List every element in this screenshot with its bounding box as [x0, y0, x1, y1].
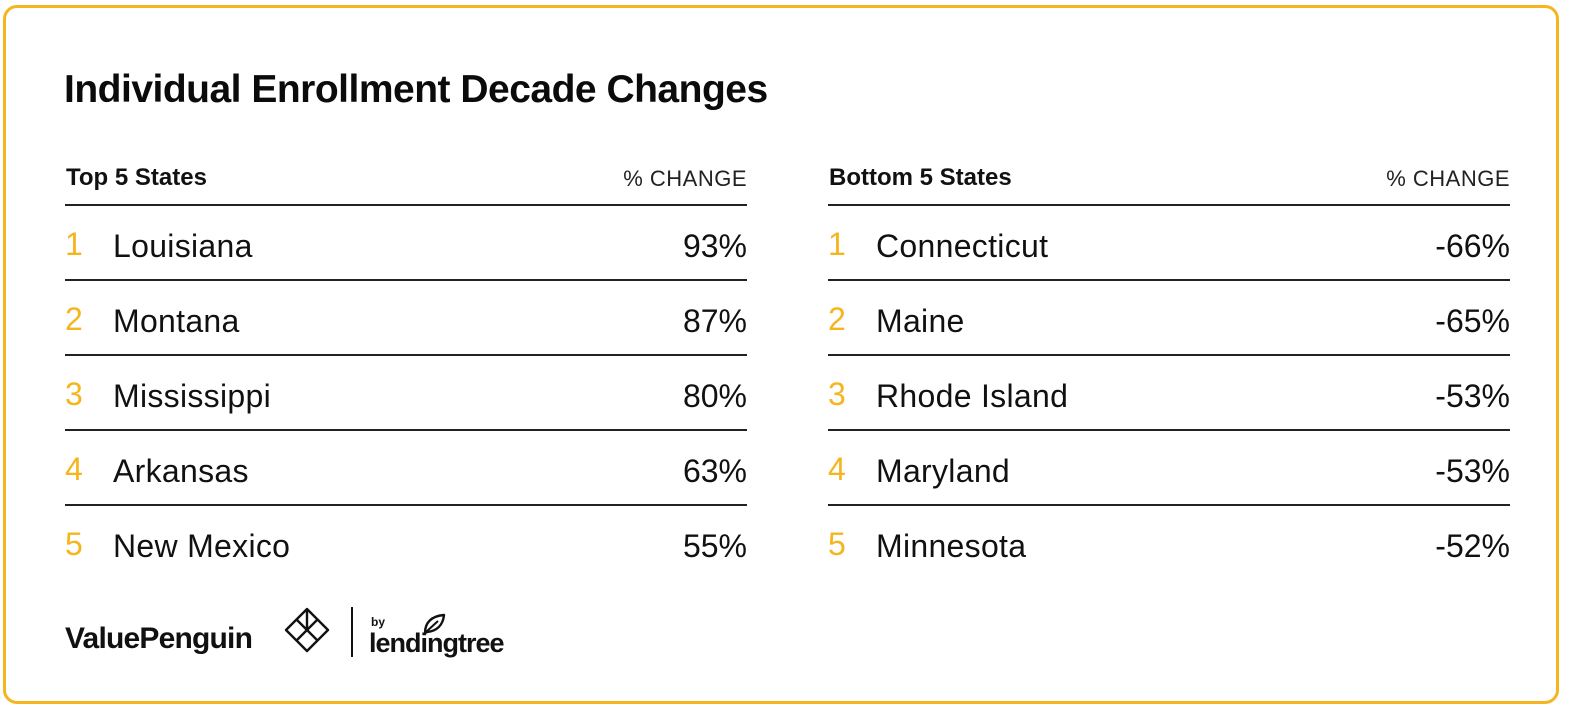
rank-number: 1 — [828, 226, 846, 262]
column-header-change: % CHANGE — [623, 166, 747, 191]
lendingtree-logo-text: lendingtree — [369, 628, 505, 658]
rank-number: 3 — [828, 376, 846, 412]
state-name: Maryland — [876, 453, 1011, 489]
table-row: 4 Maryland -53% — [828, 431, 1510, 506]
table-row: 2 Maine -65% — [828, 281, 1510, 356]
leaf-icon — [423, 613, 446, 635]
rank-number: 2 — [828, 301, 846, 337]
by-label: by — [371, 615, 386, 629]
table-title: Top 5 States — [66, 164, 207, 191]
state-name: New Mexico — [113, 528, 291, 564]
percent-change: 93% — [682, 228, 747, 264]
state-name: Minnesota — [876, 528, 1027, 564]
state-name: Louisiana — [113, 228, 253, 264]
state-name: Mississippi — [113, 378, 271, 414]
rank-number: 4 — [828, 451, 846, 487]
table-row: 5 New Mexico 55% — [65, 506, 747, 579]
percent-change: -65% — [1435, 303, 1510, 339]
table-row: 1 Louisiana 93% — [65, 206, 747, 281]
percent-change: -52% — [1435, 528, 1510, 564]
bottom-states-table: Bottom 5 States % CHANGE 1 Connecticut -66… — [828, 158, 1510, 579]
table-header: Bottom 5 States % CHANGE — [828, 158, 1510, 206]
top-states-table: Top 5 States % CHANGE 1 Louisiana 93% 2 Mont… — [65, 158, 747, 579]
percent-change: -66% — [1435, 228, 1510, 264]
table-title: Bottom 5 States — [829, 164, 1012, 191]
percent-change: 87% — [682, 303, 747, 339]
state-name: Rhode Island — [876, 378, 1069, 414]
table-header: Top 5 States % CHANGE — [65, 158, 747, 206]
infographic-card: Individual Enrollment Decade Changes Top… — [3, 5, 1559, 704]
state-name: Arkansas — [113, 453, 249, 489]
table-row: 1 Connecticut -66% — [828, 206, 1510, 281]
rank-number: 4 — [65, 451, 83, 487]
rank-number: 5 — [828, 526, 846, 562]
table-row: 4 Arkansas 63% — [65, 431, 747, 506]
rank-number: 5 — [65, 526, 83, 562]
lendingtree-logo: by lendingtree — [369, 612, 529, 662]
table-row: 3 Rhode Island -53% — [828, 356, 1510, 431]
table-row: 5 Minnesota -52% — [828, 506, 1510, 579]
table-body: 1 Connecticut -66% 2 Maine -65% 3 Rhode Island -… — [828, 206, 1510, 579]
table-body: 1 Louisiana 93% 2 Montana 87% 3 Mississippi 80% 4… — [65, 206, 747, 579]
valuepenguin-logo-text: ValuePenguin — [65, 622, 253, 655]
state-name: Montana — [113, 303, 240, 339]
rank-number: 2 — [65, 301, 83, 337]
table-row: 2 Montana 87% — [65, 281, 747, 356]
percent-change: -53% — [1435, 453, 1510, 489]
valuepenguin-diamond-icon — [284, 607, 330, 653]
table-row: 3 Mississippi 80% — [65, 356, 747, 431]
percent-change: 80% — [682, 378, 747, 414]
page-title: Individual Enrollment Decade Changes — [64, 68, 768, 111]
column-header-change: % CHANGE — [1386, 166, 1510, 191]
state-name: Maine — [876, 303, 965, 339]
percent-change: 63% — [682, 453, 747, 489]
rank-number: 3 — [65, 376, 83, 412]
rank-number: 1 — [65, 226, 83, 262]
logo-divider — [351, 607, 353, 657]
percent-change: 55% — [682, 528, 747, 564]
state-name: Connecticut — [876, 228, 1049, 264]
percent-change: -53% — [1435, 378, 1510, 414]
